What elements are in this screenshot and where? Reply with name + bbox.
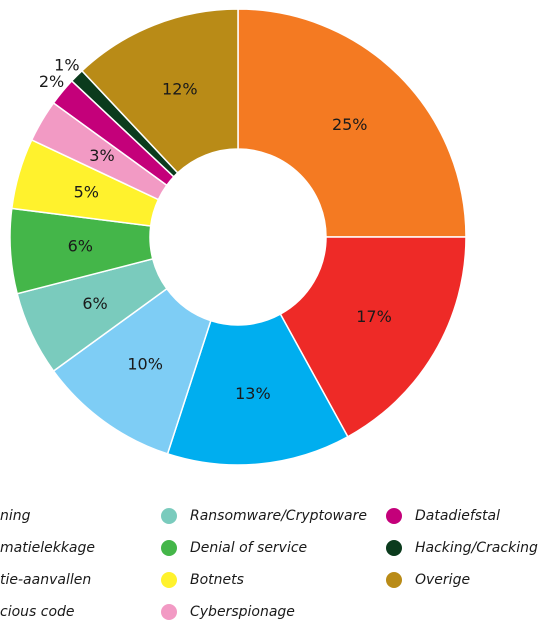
- legend-label: Overige: [415, 572, 470, 588]
- donut-slice: [279, 236, 467, 438]
- donut-slice: [80, 8, 239, 174]
- legend-marker: [161, 508, 177, 524]
- donut-slice: [166, 313, 349, 466]
- legend-marker: [161, 572, 177, 588]
- legend-label: Denial of service: [190, 540, 307, 556]
- value-label: 17%: [356, 307, 392, 326]
- legend-label: Hacking/Cracking: [415, 540, 538, 556]
- legend-label: cious code: [0, 604, 75, 620]
- value-label: 6%: [68, 236, 93, 255]
- legend-label: tie-aanvallen: [0, 572, 91, 588]
- value-label: 5%: [74, 182, 99, 201]
- value-label: 3%: [89, 146, 114, 165]
- value-label: 25%: [332, 115, 368, 134]
- legend-label: Botnets: [190, 572, 244, 588]
- value-label: 1%: [54, 55, 79, 74]
- value-label: 2%: [39, 72, 64, 91]
- legend-label: Cyberspionage: [190, 604, 295, 620]
- value-label: 12%: [162, 80, 198, 99]
- value-label: 6%: [82, 294, 107, 313]
- legend-marker: [386, 572, 402, 588]
- legend-marker: [161, 540, 177, 556]
- legend-label: matielekkage: [0, 540, 95, 556]
- legend-label: Ransomware/Cryptoware: [190, 508, 367, 524]
- value-label: 13%: [235, 384, 271, 403]
- legend-marker: [386, 508, 402, 524]
- legend-marker: [386, 540, 402, 556]
- legend-marker: [161, 604, 177, 620]
- donut-slice: [237, 8, 467, 238]
- legend-label: ning: [0, 508, 31, 524]
- value-label: 10%: [127, 354, 163, 373]
- legend-label: Datadiefstal: [415, 508, 500, 524]
